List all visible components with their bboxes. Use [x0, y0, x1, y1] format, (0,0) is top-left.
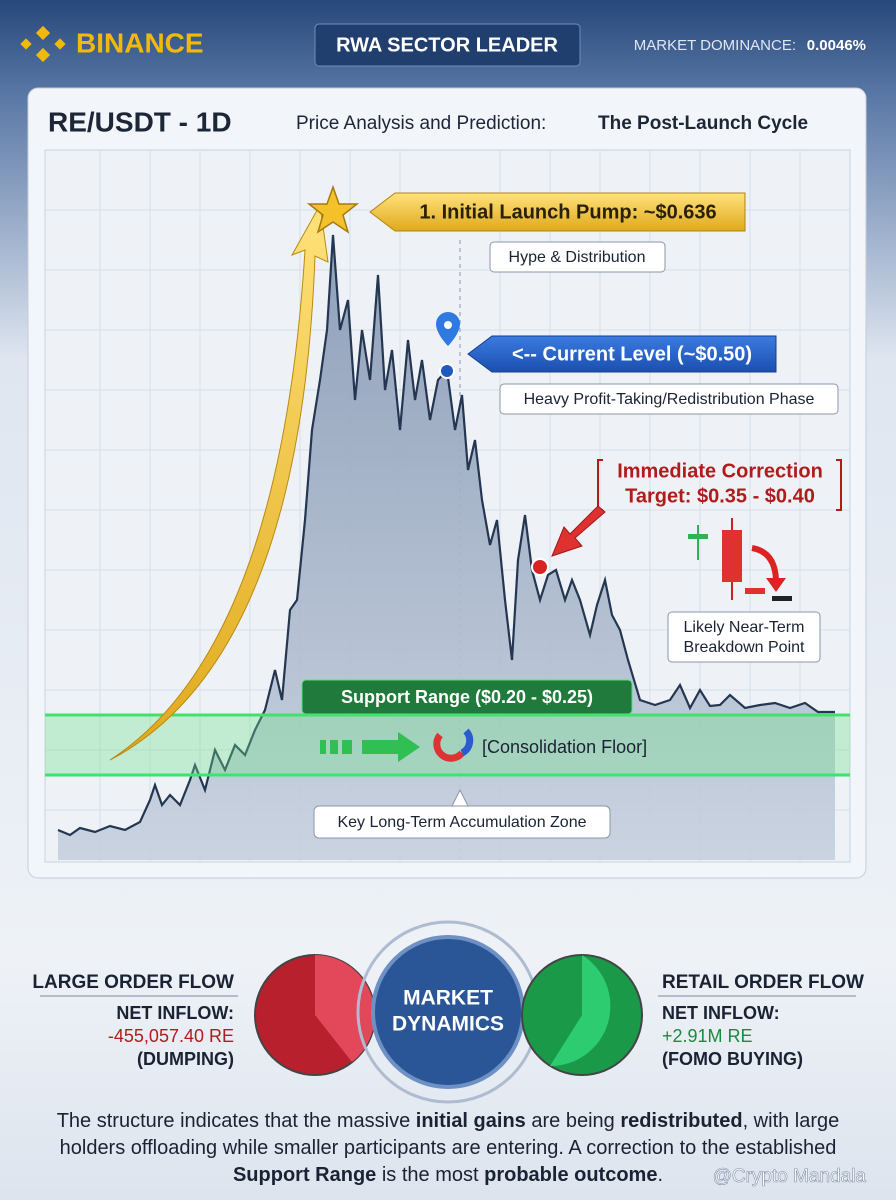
large-status: (DUMPING)	[137, 1049, 234, 1069]
candles-icon	[688, 518, 792, 601]
badge-box	[314, 23, 581, 67]
current-label-box	[467, 335, 777, 373]
launch-note: Hype & Distribution	[509, 249, 646, 266]
current-note-box	[499, 383, 839, 415]
price-area	[58, 235, 835, 860]
support-band	[45, 715, 850, 775]
breakdown-box	[667, 611, 821, 663]
summary-text: , with large holders offloading while sm…	[59, 1110, 840, 1159]
summary-text: .	[657, 1164, 664, 1186]
summary: The structure indicates that the massive…	[30, 1108, 866, 1189]
current-note: Heavy Profit-Taking/Redistribution Phase	[524, 391, 815, 408]
retail-title: RETAIL ORDER FLOW	[662, 972, 864, 993]
retail-status: (FOMO BUYING)	[662, 1049, 803, 1069]
summary-emphasis: Support Range	[232, 1164, 377, 1186]
logo	[20, 25, 66, 63]
launch-label: 1. Initial Launch Pump: ~$0.636	[419, 201, 716, 223]
center-label: MARKET	[403, 987, 493, 1010]
summary-emphasis: initial gains	[415, 1110, 526, 1132]
dominance-label: MARKET DOMINANCE:	[634, 37, 796, 54]
summary-emphasis: redistributed	[620, 1110, 743, 1132]
badge: RWA SECTOR LEADER	[336, 34, 558, 56]
launch-note-box	[489, 241, 666, 273]
flow-arrow	[320, 732, 420, 762]
breakdown-line: Breakdown Point	[684, 639, 806, 656]
large-value: -455,057.40 RE	[108, 1026, 234, 1046]
summary-emphasis: probable outcome	[484, 1164, 658, 1186]
price-line	[57, 234, 835, 837]
watermark: @Crypto Mandala	[713, 1166, 867, 1187]
center-label: DYNAMICS	[392, 1013, 504, 1036]
correction-arrow	[551, 505, 606, 557]
current-point	[439, 363, 455, 379]
peak-star	[306, 184, 360, 234]
current-label: <-- Current Level (~$0.50)	[512, 343, 752, 365]
breakdown-line: Likely Near-Term	[684, 619, 805, 636]
zone-pointer	[451, 788, 469, 807]
magnet-icon	[433, 728, 474, 762]
launch-label-box	[369, 192, 746, 232]
large-title: LARGE ORDER FLOW	[32, 972, 234, 993]
support-label-box	[301, 679, 633, 715]
summary-text: The structure indicates that the massive	[56, 1110, 416, 1132]
support-label: Support Range ($0.20 - $0.25)	[341, 687, 593, 707]
retail-value: +2.91M RE	[662, 1026, 753, 1046]
floor-label: [Consolidation Floor]	[482, 737, 647, 757]
retail-label: NET INFLOW:	[662, 1003, 780, 1023]
retail-pie-slice	[550, 955, 611, 1067]
zone-label: Key Long-Term Accumulation Zone	[337, 814, 586, 831]
large-label: NET INFLOW:	[116, 1003, 234, 1023]
subtitle-emphasis: The Post-Launch Cycle	[598, 113, 808, 134]
correction-point	[531, 558, 549, 576]
subtitle-prefix: Price Analysis and Prediction:	[296, 113, 546, 134]
summary-text: are being	[525, 1110, 621, 1132]
summary-text: is the most	[376, 1164, 485, 1186]
brand: BINANCE	[76, 27, 204, 58]
correction-line: Target: $0.35 - $0.40	[625, 485, 815, 507]
current-pin-dot	[444, 321, 452, 329]
dominance-value: 0.0046%	[807, 37, 866, 54]
pair: RE/USDT - 1D	[48, 106, 232, 137]
correction-line: Immediate Correction	[617, 460, 823, 482]
